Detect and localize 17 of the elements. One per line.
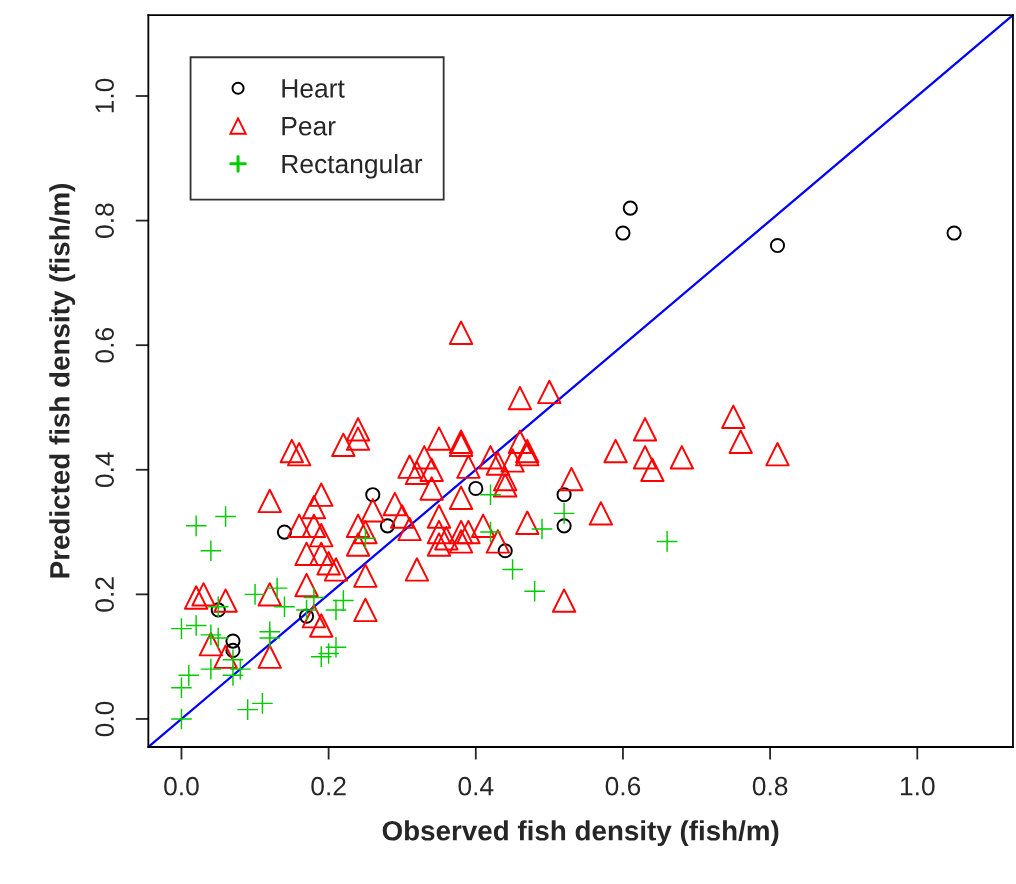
y-tick-label: 0.4 (95, 452, 114, 488)
legend-label: Pear (282, 117, 336, 136)
legend-label: Rectangular (282, 153, 423, 179)
y-tick-label: 0.0 (95, 701, 114, 737)
y-tick-label: 0.8 (95, 203, 114, 238)
x-axis-title: Observed fish density (fish/m) (382, 820, 779, 847)
y-tick-label: 1.0 (95, 78, 114, 113)
x-tick-label: 0.6 (605, 776, 641, 796)
x-tick-label: 1.0 (900, 776, 935, 796)
x-tick-label: 0.4 (458, 776, 494, 796)
x-tick-label: 0.0 (164, 776, 199, 796)
y-axis-title: Predicted fish density (fish/m) (49, 184, 76, 578)
legend-label: Heart (282, 79, 345, 98)
y-tick-label: 0.6 (95, 328, 114, 363)
x-tick-label: 0.8 (752, 776, 788, 796)
y-tick-label: 0.2 (95, 577, 114, 612)
x-tick-label: 0.2 (311, 776, 346, 796)
